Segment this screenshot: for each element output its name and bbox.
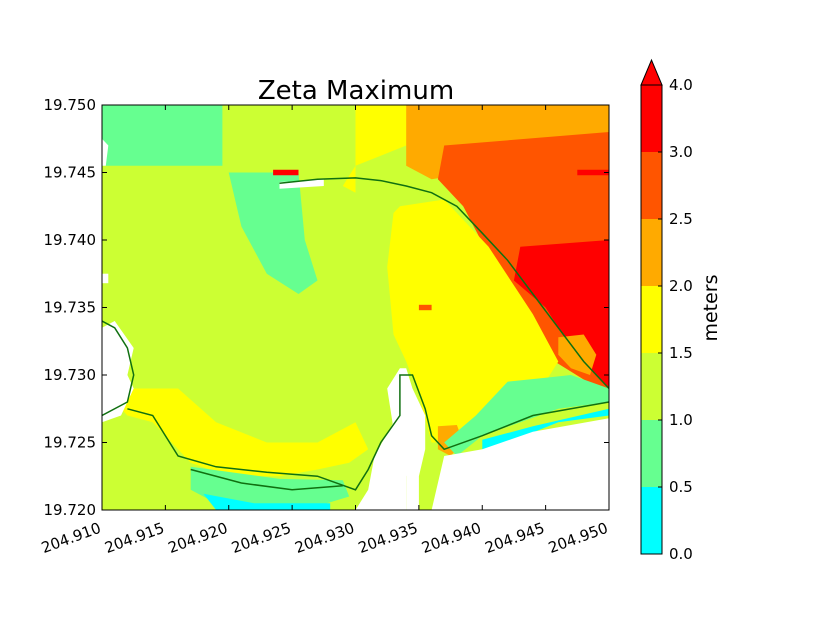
colorbar-segment	[641, 353, 662, 420]
colorbar-segment	[641, 85, 662, 152]
colorbar-tick-label: 1.0	[669, 411, 693, 429]
region-land-bay-south	[355, 422, 407, 510]
region-east-shore-0.5-1.0	[444, 375, 609, 456]
colorbar: 0.0 0.5 1.0 1.5 2.0 2.5 3.0 4.0	[640, 58, 693, 563]
colorbar-segment	[641, 219, 662, 286]
colorbar-tick-label: 2.0	[669, 277, 693, 295]
colorbar-tick-label: 0.5	[669, 478, 693, 496]
colorbar-segment	[641, 487, 662, 554]
region-bay-south-1.5-2.0	[102, 388, 369, 477]
y-tick-label: 19.750	[44, 96, 97, 114]
region-land-islet-2	[102, 138, 109, 166]
y-tick-label: 19.725	[44, 434, 97, 452]
y-axis: 19.720 19.725 19.730 19.735 19.740 19.745 19.7…	[44, 96, 609, 519]
region-land-southeast	[431, 418, 609, 510]
region-land-islet	[102, 273, 109, 284]
x-tick-label: 204.940	[419, 519, 483, 557]
region-nw-0.5-1.0	[102, 105, 223, 166]
x-tick-label: 204.920	[166, 519, 230, 557]
x-tick-label: 204.930	[292, 519, 356, 557]
shoreline-contours	[102, 177, 609, 491]
region-hotspot-2.5-3.0-middle	[418, 304, 432, 311]
colorbar-extend-arrow	[640, 58, 663, 86]
x-tick-label: 204.925	[229, 519, 293, 557]
y-tick-label: 19.730	[44, 366, 97, 384]
x-tick-label: 204.910	[39, 519, 103, 557]
colorbar-segment	[641, 420, 662, 487]
colorbar-tick-label: 0.0	[669, 545, 693, 563]
filled-contour-regions	[102, 105, 609, 510]
x-tick-label: 204.915	[102, 519, 166, 557]
chart-title: Zeta Maximum	[258, 76, 454, 106]
region-hotspot-red-north	[273, 169, 299, 176]
colorbar-tick-label: 2.5	[669, 210, 693, 228]
x-tick-label: 204.935	[356, 519, 420, 557]
y-tick-label: 19.745	[44, 164, 97, 182]
region-south-cyan	[203, 493, 331, 510]
y-tick-label: 19.735	[44, 299, 97, 317]
region-channel-0.5-1.0	[228, 172, 318, 294]
colorbar-tick-label: 1.5	[669, 344, 693, 362]
region-hotspot-red-east	[577, 169, 609, 176]
colorbar-segment	[641, 152, 662, 219]
colorbar-frame	[640, 84, 663, 555]
colorbar-tick-label: 4.0	[669, 76, 693, 94]
contour-north-breakwater-shoreline	[279, 177, 609, 390]
contour-west-coast	[102, 320, 135, 417]
colorbar-label: meters	[700, 274, 722, 341]
contour-south-channel-line	[190, 468, 343, 491]
x-tick-label: 204.950	[546, 519, 610, 557]
region-north-1.5-2.0	[342, 105, 508, 193]
x-tick-label: 204.945	[483, 519, 547, 557]
plot-area	[102, 105, 609, 510]
y-tick-label: 19.720	[44, 501, 97, 519]
contour-south-bay-shoreline	[127, 374, 609, 491]
colorbar-segment	[641, 286, 662, 353]
y-tick-label: 19.740	[44, 231, 97, 249]
colorbar-tick-label: 3.0	[669, 143, 693, 161]
